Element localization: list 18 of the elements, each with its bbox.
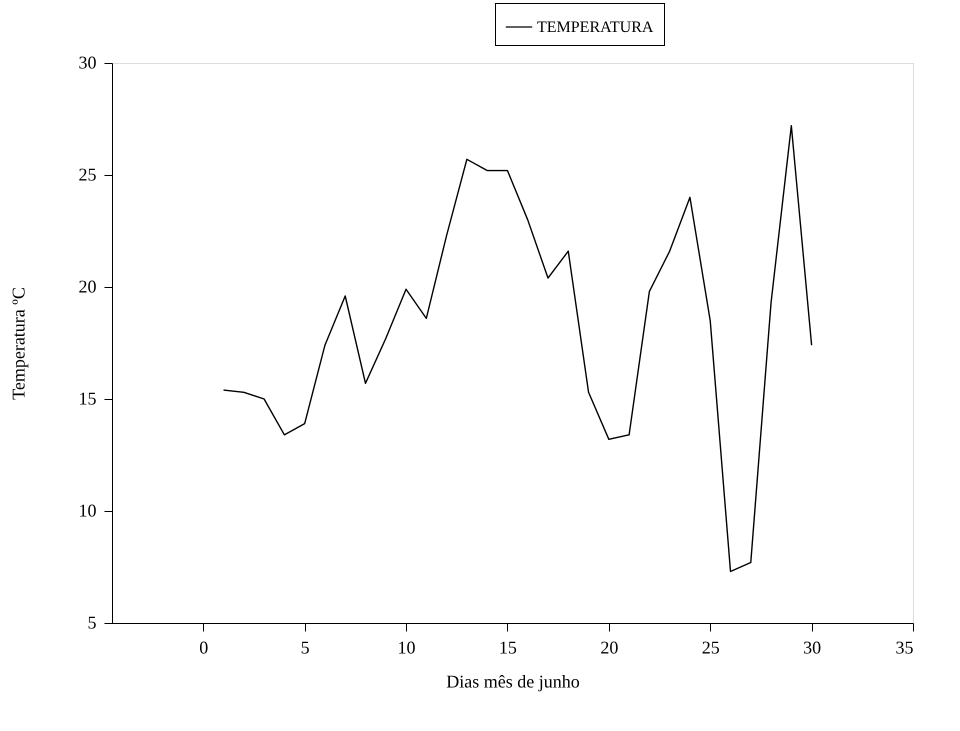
x-tick-label: 0 [199, 638, 208, 658]
y-axis-title: Temperatura ºC [8, 287, 28, 400]
y-tick-label: 10 [78, 500, 96, 520]
y-tick-label: 15 [78, 388, 96, 408]
y-tick-label: 30 [78, 52, 96, 72]
x-tick-label: 5 [300, 638, 310, 658]
y-tick-label: 25 [78, 164, 96, 184]
line-series [222, 125, 812, 572]
x-axis-title: Dias mês de junho [446, 672, 580, 692]
x-tick-label: 30 [803, 638, 822, 658]
y-tick-label: 20 [78, 276, 96, 296]
x-tick-label: 15 [498, 638, 517, 658]
y-tick-label: 5 [88, 612, 96, 632]
x-tick-label: 20 [600, 638, 618, 658]
x-tick-label: 10 [398, 638, 416, 658]
x-tick-label: 25 [702, 638, 720, 658]
x-tick-label: 35 [896, 638, 914, 658]
legend-label: TEMPERATURA [537, 19, 654, 36]
